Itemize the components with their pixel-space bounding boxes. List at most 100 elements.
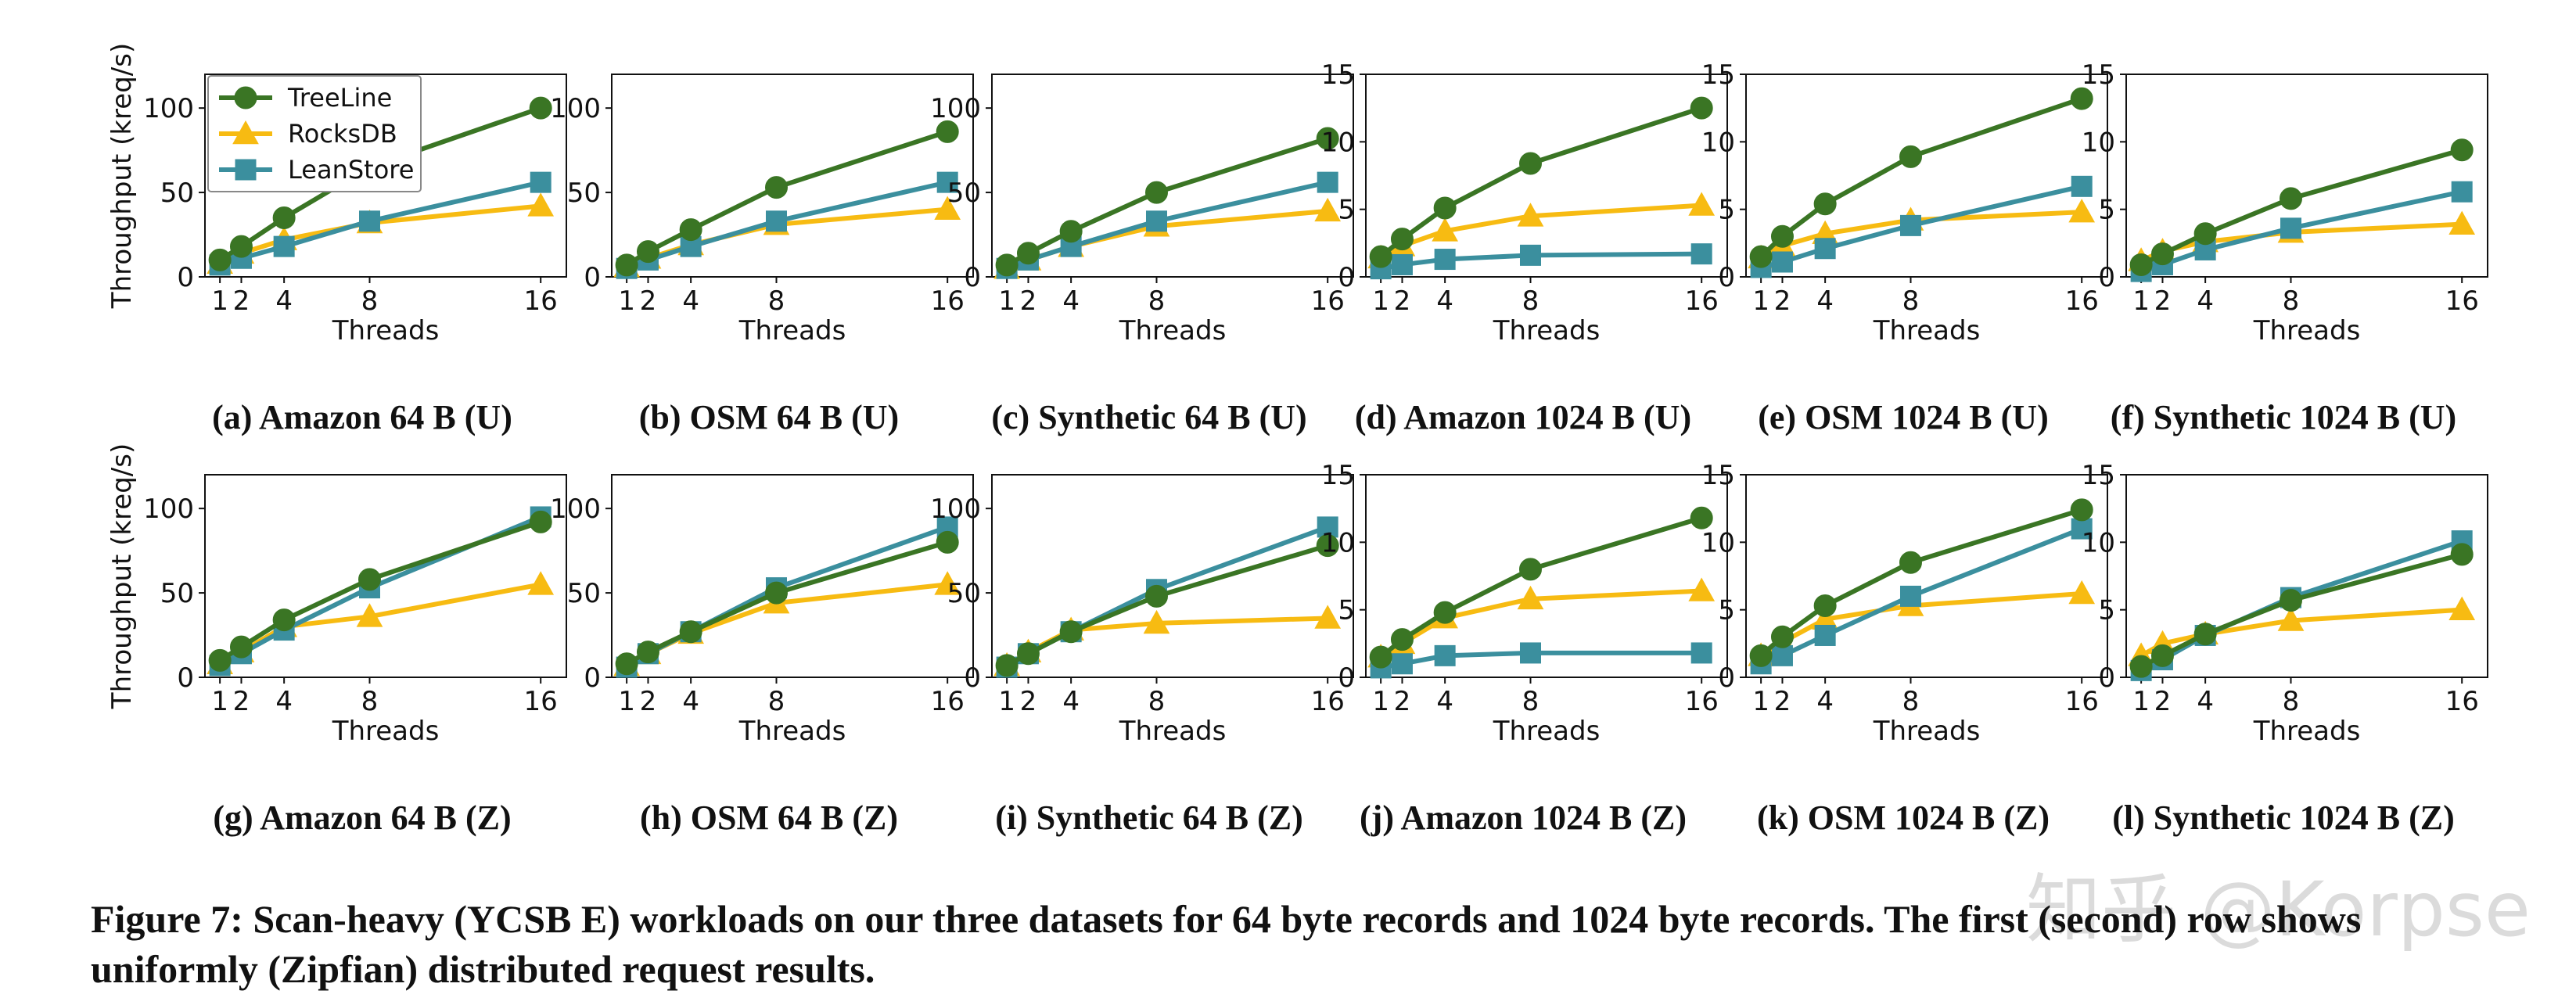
data-point — [679, 620, 702, 644]
series-treeline — [1369, 96, 1713, 268]
y-tick-label: 5 — [2098, 595, 2115, 626]
data-point — [1690, 642, 1712, 664]
y-tick-label: 10 — [2082, 527, 2115, 558]
data-point — [2150, 242, 2174, 266]
data-point — [1813, 594, 1837, 617]
x-tick-label: 4 — [1436, 686, 1453, 717]
series-leanstore — [616, 516, 958, 678]
x-tick-label: 2 — [640, 686, 657, 717]
x-axis-label: Threads — [1119, 315, 1227, 346]
data-point — [995, 253, 1019, 277]
data-point — [1770, 625, 1794, 648]
x-tick-label: 1 — [998, 285, 1015, 317]
data-point — [1433, 601, 1457, 624]
y-tick-label: 50 — [947, 178, 981, 209]
data-point — [2448, 596, 2476, 620]
panel-caption: (e) OSM 1024 B (U) — [1758, 398, 2049, 436]
x-tick-label: 1 — [2132, 686, 2150, 717]
axes-frame — [1745, 74, 2108, 278]
series-line — [1005, 543, 1329, 668]
data-point — [1688, 577, 1716, 601]
axes-frame — [611, 474, 974, 678]
data-point — [1899, 145, 1922, 168]
data-point — [936, 530, 959, 554]
data-point — [934, 571, 961, 595]
data-point — [636, 641, 659, 664]
x-tick-label: 16 — [1311, 285, 1345, 317]
data-point — [2068, 199, 2096, 223]
data-point — [358, 210, 380, 232]
data-point — [1369, 245, 1392, 268]
series-treeline — [995, 127, 1339, 277]
data-point — [2070, 498, 2093, 522]
data-point — [1519, 244, 1541, 266]
data-point — [2071, 518, 2093, 540]
data-point — [1144, 181, 1168, 204]
x-tick-label: 4 — [275, 686, 293, 717]
x-tick-label: 16 — [2445, 686, 2479, 717]
series-rocksdb — [207, 571, 555, 675]
data-point — [2070, 87, 2093, 110]
y-tick-label: 0 — [2098, 662, 2115, 694]
data-point — [2193, 222, 2217, 246]
data-point — [1517, 585, 1544, 610]
data-point — [273, 235, 295, 257]
series-rocksdb — [993, 605, 1342, 677]
x-tick-label: 16 — [524, 285, 558, 317]
series-treeline — [995, 534, 1339, 677]
series-treeline — [615, 120, 959, 277]
y-tick-label: 100 — [143, 93, 194, 124]
x-tick-label: 2 — [2154, 285, 2172, 317]
series-line — [218, 203, 541, 266]
axes-frame — [1745, 474, 2108, 678]
y-tick-label: 0 — [1718, 662, 1735, 694]
data-point — [2277, 607, 2305, 631]
panel-caption: (b) OSM 64 B (U) — [639, 398, 899, 436]
data-point — [527, 571, 555, 595]
x-tick-label: 2 — [1774, 686, 1791, 717]
data-point — [2279, 589, 2302, 612]
data-point — [2193, 623, 2217, 646]
panel-7: 0 50 100 1 2 4 8 16 Threads Throughput (kreq/s) (g… — [106, 443, 567, 837]
y-tick-label: 50 — [947, 578, 981, 609]
data-point — [2280, 217, 2301, 239]
data-point — [1390, 228, 1414, 251]
x-tick-label: 8 — [1902, 686, 1920, 717]
x-tick-label: 1 — [211, 686, 228, 717]
x-tick-label: 1 — [211, 285, 228, 317]
legend-label: LeanStore — [288, 155, 414, 185]
data-point — [1771, 251, 1793, 273]
series-line — [2139, 551, 2463, 669]
data-point — [1016, 642, 1040, 666]
series-line — [1380, 251, 1702, 271]
y-tick-label: 100 — [550, 494, 601, 525]
y-tick-label: 0 — [584, 662, 601, 694]
x-tick-label: 2 — [1020, 686, 1037, 717]
data-point — [2071, 175, 2093, 197]
series-rocksdb — [2128, 210, 2476, 271]
data-point — [529, 96, 552, 120]
legend-item-rocksdb: RocksDB — [219, 119, 397, 149]
x-tick-label: 1 — [2132, 285, 2150, 317]
data-point — [1688, 192, 1716, 216]
data-point — [995, 654, 1019, 677]
x-axis-label: Threads — [738, 716, 846, 747]
x-tick-label: 16 — [1685, 686, 1719, 717]
x-tick-label: 16 — [1685, 285, 1719, 317]
y-tick-label: 15 — [1321, 59, 1355, 91]
series-line — [1759, 96, 2083, 259]
y-tick-label: 15 — [1321, 460, 1355, 491]
data-point — [1059, 620, 1083, 644]
data-point — [529, 510, 552, 533]
y-tick-label: 0 — [177, 262, 194, 293]
data-point — [1390, 628, 1414, 651]
x-tick-label: 1 — [618, 686, 635, 717]
y-tick-label: 15 — [1701, 59, 1735, 91]
data-point — [1899, 214, 1921, 236]
x-tick-label: 1 — [1372, 285, 1389, 317]
data-point — [1391, 253, 1413, 275]
data-point — [636, 240, 659, 264]
x-tick-label: 4 — [1436, 285, 1453, 317]
